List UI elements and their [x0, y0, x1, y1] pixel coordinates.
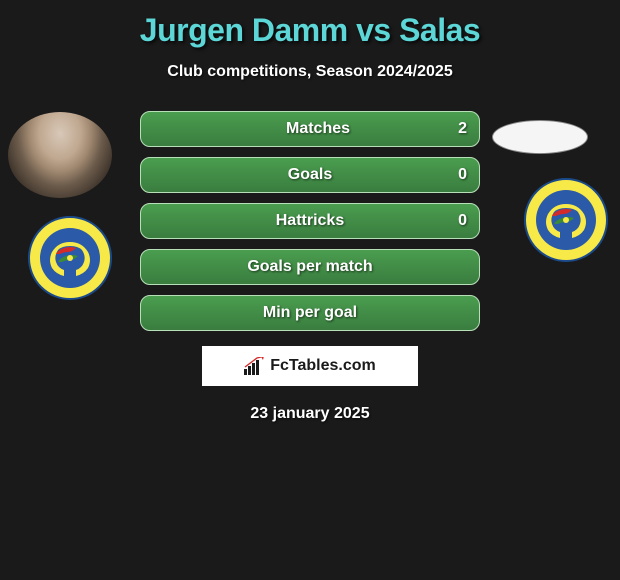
- stats-container: Matches 2 Goals 0 Hattricks 0 Goals per …: [0, 111, 620, 423]
- footer-logo-text: FcTables.com: [270, 357, 376, 375]
- stat-label: Goals: [288, 166, 332, 184]
- stat-label: Hattricks: [276, 212, 344, 230]
- stat-label: Min per goal: [263, 304, 357, 322]
- stat-bar-hattricks: Hattricks 0: [140, 203, 480, 239]
- bar-chart-icon: [244, 357, 266, 375]
- subtitle: Club competitions, Season 2024/2025: [0, 63, 620, 81]
- stat-bar-goals-per-match: Goals per match: [140, 249, 480, 285]
- stat-bar-min-per-goal: Min per goal: [140, 295, 480, 331]
- page-title: Jurgen Damm vs Salas: [0, 0, 620, 49]
- stat-label: Matches: [286, 120, 350, 138]
- stat-value-left: 0: [458, 212, 467, 230]
- stat-label: Goals per match: [247, 258, 372, 276]
- stat-value-left: 0: [458, 166, 467, 184]
- stat-bar-goals: Goals 0: [140, 157, 480, 193]
- stat-bar-matches: Matches 2: [140, 111, 480, 147]
- date: 23 january 2025: [0, 405, 620, 423]
- stat-value-left: 2: [458, 120, 467, 138]
- footer-logo: FcTables.com: [201, 345, 419, 387]
